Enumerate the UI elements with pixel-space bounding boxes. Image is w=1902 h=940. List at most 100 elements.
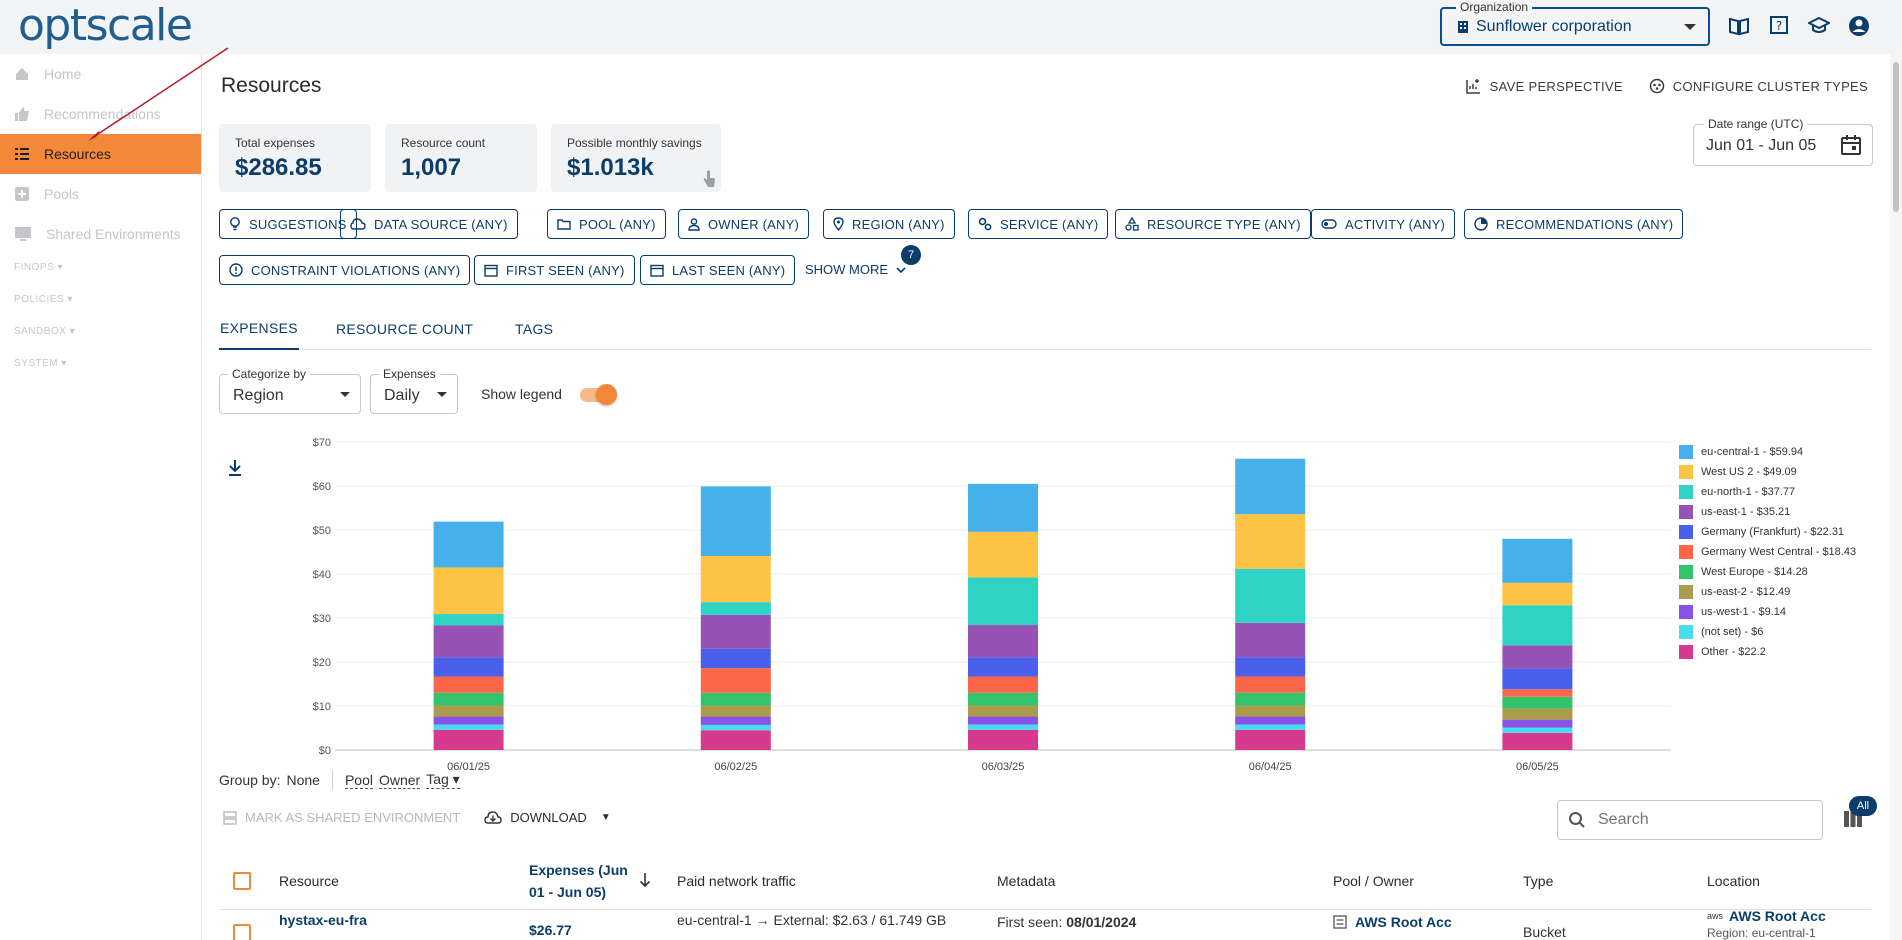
date-range-picker[interactable]: Date range (UTC) Jun 01 - Jun 05 <box>1693 117 1873 166</box>
legend-item[interactable]: us-east-1 - $35.21 <box>1679 502 1856 522</box>
legend-label: Germany West Central - $18.43 <box>1701 546 1857 558</box>
legend-item[interactable]: Germany (Frankfurt) - $22.31 <box>1679 522 1856 542</box>
filter-first-seen[interactable]: FIRST SEEN (ANY) <box>474 255 635 285</box>
expenses-period-value: Daily <box>384 387 420 404</box>
legend-item[interactable]: Germany West Central - $18.43 <box>1679 542 1856 562</box>
resource-name-link[interactable]: hystax-eu-fra <box>279 912 367 928</box>
select-all-checkbox[interactable] <box>233 872 251 890</box>
academy-icon[interactable] <box>1806 13 1832 39</box>
sidebar-section-sandbox[interactable]: SANDBOX ▾ <box>14 326 76 337</box>
bar-segment <box>700 614 771 649</box>
help-icon[interactable]: ? <box>1766 13 1792 39</box>
x-tick-label: 06/04/25 <box>1249 761 1292 773</box>
legend-label: us-east-1 - $35.21 <box>1701 506 1791 518</box>
legend-item[interactable]: eu-central-1 - $59.94 <box>1679 442 1856 462</box>
sidebar-item-shared-environments[interactable]: Shared Environments <box>0 214 201 254</box>
bar-segment <box>1235 705 1306 717</box>
sidebar: Home Recommendations Resources Pools Sha… <box>0 54 202 940</box>
column-type[interactable]: Type <box>1523 873 1554 889</box>
tab-expenses[interactable]: EXPENSES <box>219 308 299 350</box>
filter-service[interactable]: SERVICE (ANY) <box>968 209 1109 239</box>
column-location[interactable]: Location <box>1707 873 1760 889</box>
show-legend-toggle[interactable] <box>578 384 617 405</box>
show-more-filters-button[interactable]: SHOW MORE <box>805 262 906 277</box>
legend-item[interactable]: us-east-2 - $12.49 <box>1679 582 1856 602</box>
save-perspective-button[interactable]: SAVE PERSPECTIVE <box>1465 78 1623 94</box>
legend-item[interactable]: us-west-1 - $9.14 <box>1679 602 1856 622</box>
group-by-owner[interactable]: Owner <box>378 771 421 789</box>
column-paid-network-traffic[interactable]: Paid network traffic <box>677 873 796 889</box>
legend-item[interactable]: Other - $22.2 <box>1679 642 1856 662</box>
tab-tags[interactable]: TAGS <box>515 321 554 337</box>
bar-segment <box>1235 458 1306 515</box>
recommendations-icon <box>1474 217 1488 231</box>
download-chart-icon[interactable] <box>227 458 243 478</box>
monitor-icon <box>15 227 31 241</box>
bar-segment <box>1502 689 1573 697</box>
chevron-down-icon <box>340 392 350 397</box>
filter-constraint-violations[interactable]: CONSTRAINT VIOLATIONS (ANY) <box>219 255 471 285</box>
sort-desc-icon[interactable] <box>639 872 651 888</box>
legend-item[interactable]: eu-north-1 - $37.77 <box>1679 482 1856 502</box>
filter-region[interactable]: REGION (ANY) <box>823 209 955 239</box>
mark-shared-environment-button[interactable]: MARK AS SHARED ENVIRONMENT <box>223 810 460 825</box>
bar-segment <box>968 577 1038 626</box>
sidebar-section-policies[interactable]: POLICIES ▾ <box>14 294 73 305</box>
sidebar-item-recommendations[interactable]: Recommendations <box>0 94 201 134</box>
column-pool-owner[interactable]: Pool / Owner <box>1333 873 1414 889</box>
row-pool-link[interactable]: AWS Root Acc <box>1333 914 1452 930</box>
columns-icon[interactable] <box>1843 810 1863 828</box>
tab-resource-count[interactable]: RESOURCE COUNT <box>336 321 474 337</box>
filter-resource-type[interactable]: RESOURCE TYPE (ANY) <box>1115 209 1311 239</box>
group-by-tag[interactable]: Tag ▾ <box>426 771 460 789</box>
building-icon <box>1458 21 1468 33</box>
table-row[interactable]: hystax-eu-fra $26.77 eu-central-1 → Exte… <box>219 908 1871 940</box>
filter-last-seen[interactable]: LAST SEEN (ANY) <box>640 255 796 285</box>
sidebar-item-pools[interactable]: Pools <box>0 174 201 214</box>
row-location-link[interactable]: aws AWS Root Acc <box>1707 908 1826 924</box>
column-expenses[interactable]: Expenses (Jun 01 - Jun 05) <box>529 862 628 900</box>
filter-pool[interactable]: POOL (ANY) <box>547 209 666 239</box>
bar-segment <box>433 614 504 626</box>
row-expenses: $26.77 <box>529 922 572 938</box>
bar-segment <box>700 716 771 725</box>
account-icon[interactable] <box>1846 13 1872 39</box>
legend-swatch <box>1679 465 1693 479</box>
filter-owner[interactable]: OWNER (ANY) <box>678 209 810 239</box>
row-checkbox[interactable] <box>233 924 251 940</box>
calendar-icon[interactable] <box>1840 134 1862 156</box>
legend-item[interactable]: West US 2 - $49.09 <box>1679 462 1856 482</box>
filter-recommendations[interactable]: RECOMMENDATIONS (ANY) <box>1464 209 1684 239</box>
sidebar-item-home[interactable]: Home <box>0 54 201 94</box>
sidebar-section-finops[interactable]: FINOPS ▾ <box>14 262 64 273</box>
bar-segment <box>700 555 771 603</box>
calendar-icon <box>650 264 664 277</box>
categorize-by-select[interactable]: Categorize by Region <box>219 367 361 414</box>
organization-select[interactable]: Organization Sunflower corporation <box>1440 0 1710 46</box>
group-by-pool[interactable]: Pool <box>344 771 373 789</box>
configure-cluster-types-button[interactable]: CONFIGURE CLUSTER TYPES <box>1649 78 1868 94</box>
filter-data-source[interactable]: DATA SOURCE (ANY) <box>340 209 518 239</box>
optscale-logo[interactable]: optscale <box>18 0 193 51</box>
search-input[interactable] <box>1598 811 1798 829</box>
bar-segment <box>433 692 504 706</box>
column-resource[interactable]: Resource <box>279 873 339 889</box>
legend-item[interactable]: West Europe - $14.28 <box>1679 562 1856 582</box>
page-scrollbar[interactable] <box>1890 54 1902 940</box>
book-icon[interactable] <box>1726 13 1752 39</box>
sidebar-item-resources[interactable]: Resources <box>0 134 201 174</box>
filter-suggestions[interactable]: SUGGESTIONS <box>219 209 357 239</box>
bar-segment <box>968 705 1038 717</box>
legend-swatch <box>1679 545 1693 559</box>
columns-all-badge: All <box>1849 796 1877 816</box>
row-type: Bucket <box>1523 924 1566 940</box>
possible-savings-card[interactable]: Possible monthly savings $1.013k <box>551 124 721 192</box>
expenses-period-select[interactable]: Expenses Daily <box>370 367 458 414</box>
download-button[interactable]: DOWNLOAD ▼ <box>484 810 611 825</box>
cloud-icon <box>350 218 366 230</box>
sidebar-section-system[interactable]: SYSTEM ▾ <box>14 358 67 369</box>
bar-segment <box>433 729 504 750</box>
legend-item[interactable]: (not set) - $6 <box>1679 622 1856 642</box>
filter-activity[interactable]: ACTIVITY (ANY) <box>1311 209 1456 239</box>
search-box[interactable] <box>1557 800 1823 840</box>
